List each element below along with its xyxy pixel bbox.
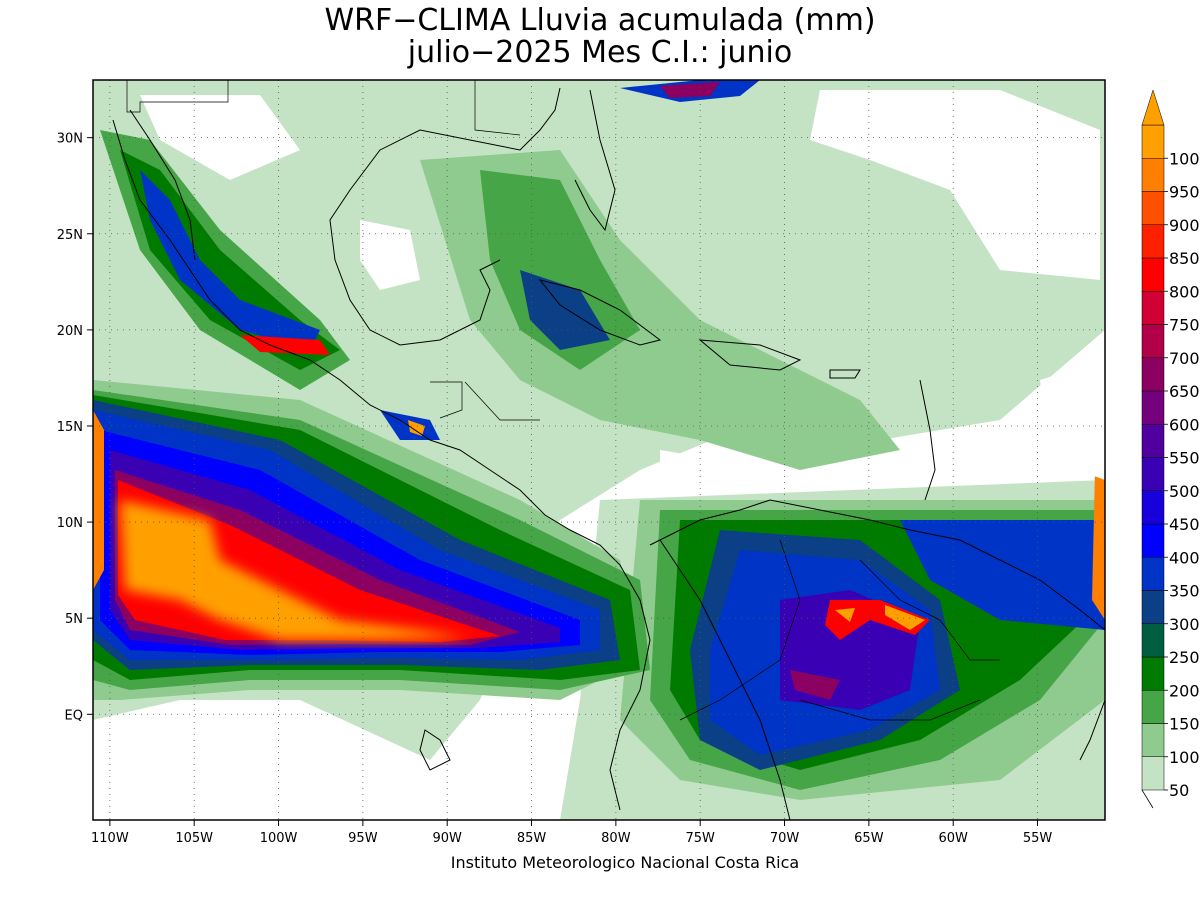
x-tick-label: 100W bbox=[260, 831, 298, 846]
legend-swatch bbox=[1141, 690, 1165, 724]
legend-swatch bbox=[1141, 224, 1165, 259]
x-tick-label: 95W bbox=[348, 831, 378, 846]
legend-label: 100 bbox=[1169, 748, 1200, 767]
legend-swatch bbox=[1141, 557, 1165, 591]
longitude-axis: 110W 105W 100W 95W 90W 85W 80W 75W 70W 65W 60W 55W bbox=[91, 820, 1052, 846]
y-tick-label: 25N bbox=[57, 228, 83, 243]
legend-label: 200 bbox=[1169, 681, 1200, 700]
plot-frame bbox=[92, 79, 1106, 821]
legend-label: 50 bbox=[1169, 781, 1189, 800]
legend-max-arrow bbox=[1141, 89, 1165, 126]
x-tick-label: 80W bbox=[601, 831, 631, 846]
legend-label: 150 bbox=[1169, 715, 1200, 734]
legend-swatch bbox=[1141, 390, 1165, 425]
legend-swatch bbox=[1141, 324, 1165, 358]
legend-label: 850 bbox=[1169, 249, 1200, 268]
x-tick-label: 60W bbox=[938, 831, 968, 846]
latitude-axis: 30N 25N 20N 15N 10N 5N EQ bbox=[57, 132, 93, 723]
legend-label: 350 bbox=[1169, 582, 1200, 601]
map-title: WRF−CLIMA Lluvia acumulada (mm) bbox=[324, 3, 876, 38]
legend-label: 950 bbox=[1169, 183, 1200, 202]
legend-swatch bbox=[1141, 490, 1165, 525]
legend-swatch bbox=[1141, 158, 1165, 192]
x-tick-label: 110W bbox=[91, 831, 129, 846]
x-tick-label: 70W bbox=[770, 831, 800, 846]
graticule bbox=[93, 80, 1105, 820]
x-tick-label: 65W bbox=[854, 831, 884, 846]
x-tick-label: 105W bbox=[175, 831, 213, 846]
y-tick-label: 5N bbox=[65, 612, 83, 627]
legend-label: 250 bbox=[1169, 648, 1200, 667]
legend-swatch bbox=[1141, 357, 1165, 392]
legend-label: 500 bbox=[1169, 482, 1200, 501]
y-tick-label: 30N bbox=[57, 132, 83, 147]
legend-label: 800 bbox=[1169, 282, 1200, 301]
legend-swatch bbox=[1141, 623, 1165, 658]
legend-swatch bbox=[1141, 457, 1165, 491]
map-subtitle: julio−2025 Mes C.I.: junio bbox=[407, 35, 793, 70]
legend-swatch bbox=[1141, 257, 1165, 292]
legend-swatch bbox=[1141, 191, 1165, 225]
coastlines bbox=[112, 87, 1105, 820]
legend-swatch bbox=[1141, 756, 1165, 791]
legend-swatch bbox=[1141, 291, 1165, 325]
legend-label: 550 bbox=[1169, 449, 1200, 468]
legend-label: 750 bbox=[1169, 316, 1200, 335]
color-legend: 50 100 150 200 250 300 350 400 450 500 550 600 650 70… bbox=[1141, 89, 1200, 809]
legend-swatch bbox=[1141, 656, 1165, 691]
credit-text: Instituto Meteorologico Nacional Costa R… bbox=[450, 853, 800, 872]
rainfall-field bbox=[93, 80, 1105, 820]
legend-label: 600 bbox=[1169, 415, 1200, 434]
x-tick-label: 90W bbox=[432, 831, 462, 846]
y-tick-label: 10N bbox=[57, 516, 83, 531]
legend-swatch bbox=[1141, 124, 1165, 159]
legend-label: 650 bbox=[1169, 382, 1200, 401]
legend-swatch bbox=[1141, 523, 1165, 558]
x-tick-label: 55W bbox=[1023, 831, 1053, 846]
x-tick-label: 75W bbox=[685, 831, 715, 846]
legend-label: 450 bbox=[1169, 515, 1200, 534]
legend-label: 700 bbox=[1169, 349, 1200, 368]
legend-swatch bbox=[1141, 590, 1165, 624]
legend-label: 1000 bbox=[1169, 149, 1200, 168]
x-tick-label: 85W bbox=[517, 831, 547, 846]
legend-label: 300 bbox=[1169, 615, 1200, 634]
y-tick-label: 20N bbox=[57, 324, 83, 339]
legend-swatch bbox=[1141, 424, 1165, 458]
legend-swatch bbox=[1141, 723, 1165, 757]
y-tick-label: EQ bbox=[65, 708, 83, 723]
y-tick-label: 15N bbox=[57, 420, 83, 435]
legend-min-end bbox=[1141, 789, 1154, 809]
country-borders bbox=[126, 80, 1000, 721]
legend-label: 400 bbox=[1169, 548, 1200, 567]
legend-label: 900 bbox=[1169, 216, 1200, 235]
